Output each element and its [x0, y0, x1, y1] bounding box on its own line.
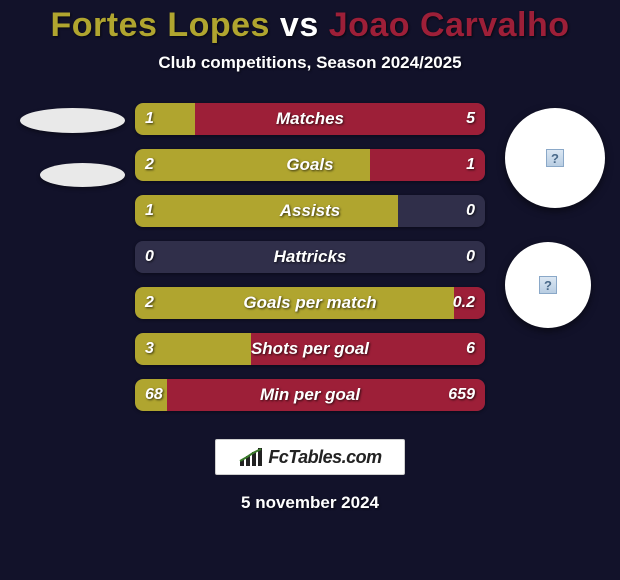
title-vs: vs — [280, 6, 319, 44]
stat-row: 0 0 Hattricks — [135, 241, 485, 273]
main-row: 1 5 Matches 2 1 Goals 1 0 Assists 0 0 Hattricks 2 0.2… — [0, 103, 620, 411]
player2-column: ? ? — [495, 103, 605, 411]
stat-right-value: 5 — [466, 110, 475, 128]
stat-label: Hattricks — [274, 247, 347, 267]
stat-bars: 1 5 Matches 2 1 Goals 1 0 Assists 0 0 Hattricks 2 0.2… — [135, 103, 485, 411]
title: Fortes Lopes vs Joao Carvalho — [50, 6, 569, 45]
stat-row: 68 659 Min per goal — [135, 379, 485, 411]
bar-chart-icon — [238, 446, 264, 468]
stat-right-value: 0.2 — [453, 294, 475, 312]
player1-column — [15, 103, 125, 411]
stat-left-value: 1 — [145, 110, 154, 128]
stat-label: Assists — [280, 201, 340, 221]
stat-row: 3 6 Shots per goal — [135, 333, 485, 365]
player2-avatar-badge: ? — [505, 108, 605, 208]
stat-label: Matches — [276, 109, 344, 129]
player1-club-placeholder — [40, 163, 125, 187]
stat-left-value: 1 — [145, 202, 154, 220]
stat-row: 2 1 Goals — [135, 149, 485, 181]
bar-left-fill — [135, 103, 195, 135]
infographic-container: Fortes Lopes vs Joao Carvalho Club compe… — [0, 0, 620, 580]
stat-row: 1 5 Matches — [135, 103, 485, 135]
placeholder-icon: ? — [539, 276, 557, 294]
stat-row: 2 0.2 Goals per match — [135, 287, 485, 319]
stat-left-value: 2 — [145, 156, 154, 174]
stat-left-value: 68 — [145, 386, 163, 404]
stat-left-value: 0 — [145, 248, 154, 266]
stat-left-value: 3 — [145, 340, 154, 358]
stat-right-value: 1 — [466, 156, 475, 174]
stat-left-value: 2 — [145, 294, 154, 312]
stat-row: 1 0 Assists — [135, 195, 485, 227]
stat-label: Goals per match — [243, 293, 376, 313]
source-logo: FcTables.com — [215, 439, 404, 475]
stat-right-value: 6 — [466, 340, 475, 358]
date-label: 5 november 2024 — [241, 493, 379, 513]
stat-right-value: 0 — [466, 202, 475, 220]
player2-club-badge: ? — [505, 242, 591, 328]
stat-right-value: 659 — [448, 386, 475, 404]
placeholder-icon: ? — [546, 149, 564, 167]
title-player1: Fortes Lopes — [50, 6, 269, 44]
stat-label: Min per goal — [260, 385, 360, 405]
player1-avatar-placeholder — [20, 108, 125, 133]
subtitle: Club competitions, Season 2024/2025 — [158, 53, 461, 73]
logo-text: FcTables.com — [268, 447, 381, 468]
stat-right-value: 0 — [466, 248, 475, 266]
stat-label: Shots per goal — [251, 339, 369, 359]
title-player2: Joao Carvalho — [329, 6, 570, 44]
bar-left-fill — [135, 195, 398, 227]
bar-left-fill — [135, 149, 370, 181]
stat-label: Goals — [286, 155, 333, 175]
